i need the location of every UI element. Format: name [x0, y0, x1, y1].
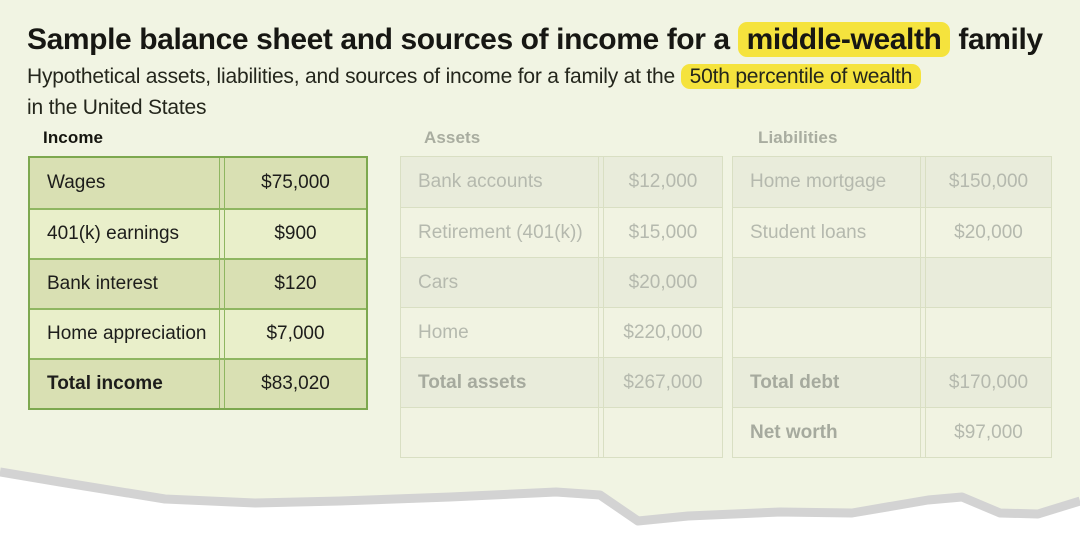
table-cell: Cars — [401, 258, 599, 307]
title-suffix: family — [950, 23, 1043, 56]
title-text: Sample balance sheet and sources of inco… — [27, 23, 738, 56]
income-table: Wages $75,000 401(k) earnings $900 Bank inte… — [28, 156, 368, 410]
table-cell: $220,000 — [603, 308, 722, 357]
table-cell: $20,000 — [603, 258, 722, 307]
table-cell: Wages — [30, 158, 220, 208]
table-row: Wages $75,000 — [30, 158, 366, 208]
table-cell — [925, 308, 1051, 357]
table-cell: Home mortgage — [733, 157, 921, 207]
table-row: Retirement (401(k)) $15,000 — [401, 207, 722, 257]
table-cell: Total debt — [733, 358, 921, 407]
table-cell: $97,000 — [925, 408, 1051, 457]
table-cell: Net worth — [733, 408, 921, 457]
title-highlight: middle-wealth — [737, 22, 951, 57]
table-row: Home $220,000 — [401, 307, 722, 357]
torn-edge — [0, 467, 1080, 526]
table-cell: Retirement (401(k)) — [401, 208, 599, 257]
subtitle-highlight: 50th percentile of wealth — [680, 64, 922, 89]
table-cell — [925, 258, 1051, 307]
table-cell: Student loans — [733, 208, 921, 257]
table-cell: Bank accounts — [401, 157, 599, 207]
table-cell: $900 — [224, 210, 366, 258]
table-cell: Home — [401, 308, 599, 357]
table-cell: $20,000 — [925, 208, 1051, 257]
table-cell: $150,000 — [925, 157, 1051, 207]
table-cell: $15,000 — [603, 208, 722, 257]
table-cell: $170,000 — [925, 358, 1051, 407]
liabilities-table: Home mortgage $150,000 Student loans $20,00… — [732, 156, 1052, 458]
table-cell: $120 — [224, 260, 366, 308]
subtitle-text: Hypothetical assets, liabilities, and so… — [27, 65, 681, 88]
table-row: Net worth $97,000 — [733, 407, 1051, 457]
table-cell: $83,020 — [224, 360, 366, 408]
table-cell: $75,000 — [224, 158, 366, 208]
table-cell: Bank interest — [30, 260, 220, 308]
table-row: Total assets $267,000 — [401, 357, 722, 407]
table-cell: 401(k) earnings — [30, 210, 220, 258]
subtitle-line2: in the United States — [27, 96, 207, 119]
table-row: Total debt $170,000 — [733, 357, 1051, 407]
assets-section-header: Assets — [424, 128, 481, 147]
table-cell: Total income — [30, 360, 220, 408]
table-cell — [401, 408, 599, 457]
table-row: Home mortgage $150,000 — [733, 157, 1051, 207]
table-row — [733, 257, 1051, 307]
table-cell: Home appreciation — [30, 310, 220, 358]
table-cell: $267,000 — [603, 358, 722, 407]
liabilities-section-header: Liabilities — [758, 128, 838, 147]
assets-table: Bank accounts $12,000 Retirement (401(k)) $… — [400, 156, 723, 458]
income-section-header: Income — [43, 128, 104, 147]
table-row: Cars $20,000 — [401, 257, 722, 307]
table-cell — [733, 308, 921, 357]
table-row: Student loans $20,000 — [733, 207, 1051, 257]
table-row: Bank accounts $12,000 — [401, 157, 722, 207]
table-row: Home appreciation $7,000 — [30, 308, 366, 358]
table-row: Total income $83,020 — [30, 358, 366, 408]
table-row — [733, 307, 1051, 357]
page-title: Sample balance sheet and sources of inco… — [27, 20, 1057, 60]
table-row: Bank interest $120 — [30, 258, 366, 308]
table-cell — [603, 408, 722, 457]
table-cell: $7,000 — [224, 310, 366, 358]
table-cell: Total assets — [401, 358, 599, 407]
table-row — [401, 407, 722, 457]
table-row: 401(k) earnings $900 — [30, 208, 366, 258]
table-cell: $12,000 — [603, 157, 722, 207]
page-subtitle: Hypothetical assets, liabilities, and so… — [27, 61, 1007, 123]
table-cell — [733, 258, 921, 307]
